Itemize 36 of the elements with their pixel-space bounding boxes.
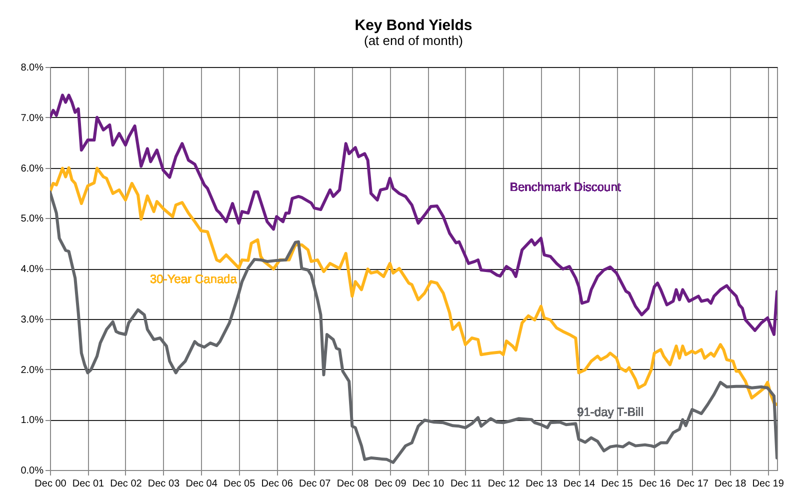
chart-title: Key Bond Yields [354, 17, 472, 34]
y-tick-label: 7.0% [20, 112, 44, 124]
text: Benchmark Discount [510, 180, 622, 194]
chart-subtitle: (at end of month) [364, 33, 463, 48]
x-tick-label: Dec 00 [34, 478, 67, 490]
line-series [50, 94, 777, 336]
line-series [50, 190, 777, 464]
x-tick-label: Dec 10 [412, 478, 444, 490]
y-tick-label: 5.0% [20, 214, 44, 225]
x-tick-label: Dec 19 [752, 478, 784, 490]
x-tick-label: Dec 06 [261, 478, 294, 490]
y-tick-label: 3.0% [20, 314, 44, 326]
x-tick-label: Dec 03 [148, 478, 180, 490]
x-tick-label: Dec 04 [186, 478, 218, 490]
y-tick-label: 6.0% [20, 163, 44, 174]
y-tick-label: 8.0% [20, 62, 44, 74]
x-tick-label: Dec 15 [601, 478, 634, 490]
series-label: 30-Year Canada [150, 272, 238, 286]
x-tick-label: Dec 14 [563, 478, 596, 490]
y-tick-label: 2.0% [20, 364, 44, 376]
x-tick-label: Dec 16 [639, 478, 672, 490]
x-tick-label: Dec 01 [72, 478, 105, 490]
x-tick-label: Dec 17 [676, 478, 709, 490]
x-tick-label: Dec 11 [450, 478, 482, 490]
x-tick-label: Dec 08 [336, 478, 369, 490]
x-tick-label: Dec 07 [298, 478, 332, 490]
line-series [50, 166, 777, 406]
x-tick-label: Dec 13 [526, 478, 558, 490]
x-tick-label: Dec 09 [374, 478, 407, 490]
y-tick-label: 4.0% [20, 264, 44, 275]
x-tick-label: Dec 12 [488, 478, 520, 490]
y-tick-label: 0.0% [20, 466, 44, 476]
x-tick-label: Dec 05 [223, 478, 256, 490]
x-tick-label: Dec 18 [714, 478, 747, 490]
x-tick-label: Dec 02 [110, 478, 142, 490]
y-tick-label: 1.0% [20, 415, 44, 426]
